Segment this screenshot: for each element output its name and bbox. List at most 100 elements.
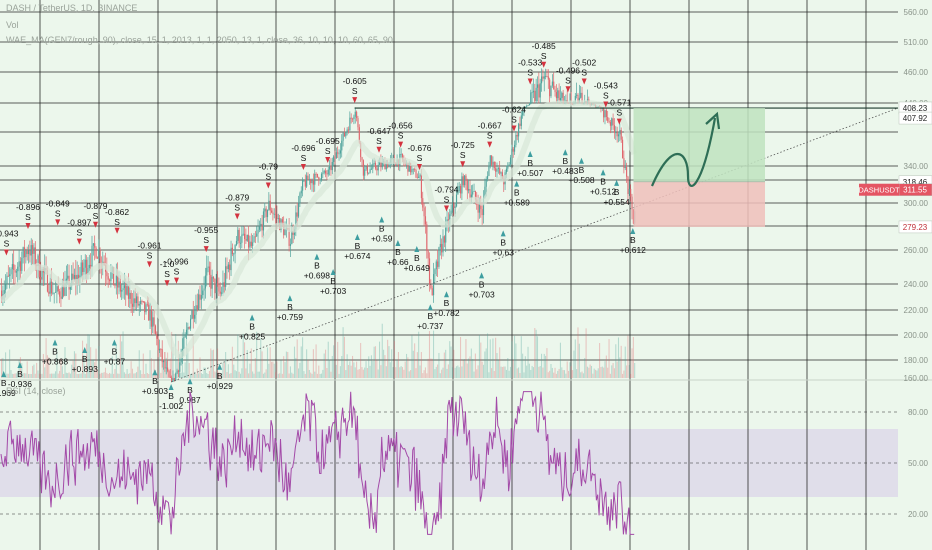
sell-signal-value[interactable]: -0.571 <box>607 98 631 108</box>
buy-signal-value[interactable]: +0.825 <box>239 332 266 342</box>
candle-body <box>37 255 39 266</box>
sell-signal-value[interactable]: -0.647 <box>367 126 391 136</box>
sell-signal-value[interactable]: -0.79 <box>259 162 279 172</box>
buy-signal-value[interactable]: +0.759 <box>277 312 304 322</box>
volume-bar <box>592 373 594 378</box>
sell-signal-value[interactable]: -0.543 <box>594 81 618 91</box>
rsi-indicator-header[interactable]: RSI (14, close) <box>6 386 66 396</box>
buy-signal-value[interactable]: +0.508 <box>568 175 595 185</box>
volume-bar <box>509 366 512 378</box>
volume-bar <box>44 367 46 378</box>
target-zone[interactable] <box>633 108 766 182</box>
volume-bar <box>48 357 50 378</box>
buy-signal-letter: B <box>579 165 585 175</box>
buy-signal-value[interactable]: +0.66 <box>387 257 409 267</box>
volume-bar <box>206 372 208 378</box>
price-scale-label[interactable]: 311.55 <box>898 183 932 196</box>
candle-body <box>316 173 319 178</box>
sell-signal-value[interactable]: -0.794 <box>434 185 458 195</box>
sell-signal-value[interactable]: -0.533 <box>518 58 542 68</box>
sell-signal-value[interactable]: -0.496 <box>556 65 580 75</box>
buy-signal-value[interactable]: +0.674 <box>344 251 371 261</box>
buy-signal-value[interactable]: +0.554 <box>603 197 630 207</box>
sell-signal-value[interactable]: -0.897 <box>67 218 91 228</box>
buy-signal-value[interactable]: +0.59 <box>371 234 393 244</box>
buy-signal-value[interactable]: +0.589 <box>504 198 531 208</box>
volume-bar <box>609 373 611 378</box>
candle-body <box>218 284 220 292</box>
buy-signal-value[interactable]: +0.483 <box>552 166 579 176</box>
buy-signal-value[interactable]: +0.703 <box>320 286 347 296</box>
buy-signal-value[interactable]: +0.703 <box>468 289 495 299</box>
sell-signal-value[interactable]: -0.656 <box>389 121 413 131</box>
candle-body <box>291 230 293 245</box>
price-scale-label[interactable]: 279.23 <box>898 220 932 234</box>
buy-signal-value[interactable]: +0.649 <box>404 263 431 273</box>
sell-signal-value[interactable]: -0.849 <box>46 198 70 208</box>
volume-bar <box>622 373 624 378</box>
sell-signal-value[interactable]: -0.502 <box>572 58 596 68</box>
sell-signal-value[interactable]: -0.696 <box>291 143 315 153</box>
buy-signal-value[interactable]: +0.929 <box>207 381 234 391</box>
candle-body <box>379 161 381 165</box>
sell-signal-value[interactable]: -0.879 <box>225 193 249 203</box>
sell-signal-value[interactable]: -0.676 <box>407 143 431 153</box>
candle-body <box>92 243 94 246</box>
candle-body <box>473 191 475 192</box>
sell-signal-value[interactable]: -0.695 <box>316 136 340 146</box>
candle-body <box>515 134 517 145</box>
price-scale-label[interactable]: 407.92 <box>898 111 932 125</box>
symbol-tag[interactable]: DASHUSDT <box>858 186 900 195</box>
candle-body <box>307 175 309 181</box>
sell-signal-value[interactable]: -0.961 <box>137 240 161 250</box>
candle-body <box>219 291 221 294</box>
buy-signal-value[interactable]: +0.698 <box>304 271 331 281</box>
candle-body <box>94 243 96 248</box>
buy-signal-value[interactable]: +0.782 <box>433 308 460 318</box>
sell-signal-letter: S <box>460 150 466 160</box>
buy-signal-value[interactable]: +0.893 <box>72 364 99 374</box>
sell-signal-value[interactable]: -1.0 <box>160 259 175 269</box>
volume-bar <box>347 364 350 378</box>
candle-body <box>370 168 373 170</box>
sell-signal-value[interactable]: -0.485 <box>532 41 556 51</box>
volume-bar <box>352 355 354 378</box>
sell-signal-value[interactable]: -0.605 <box>343 76 367 86</box>
candle-body <box>46 270 49 292</box>
buy-signal-value[interactable]: +0.868 <box>42 357 69 367</box>
custom-indicator-header[interactable]: WAE_MA(GEN7/rough, 90), close, 15, 1, 20… <box>6 35 393 45</box>
projection-arrow[interactable] <box>650 117 717 187</box>
sell-signal-value[interactable]: -0.667 <box>478 121 502 131</box>
sell-signal-value[interactable]: -0.624 <box>502 104 526 114</box>
sell-signal-value[interactable]: -0.862 <box>105 207 129 217</box>
buy-signal-value[interactable]: +0.903 <box>142 386 169 396</box>
buy-signal-value[interactable]: -0.936 <box>8 379 32 389</box>
sell-signal-value[interactable]: -0.725 <box>451 140 475 150</box>
candle-body <box>161 349 163 363</box>
sell-signal-value[interactable]: -0.943 <box>0 229 19 239</box>
stop-loss-zone[interactable] <box>633 181 766 227</box>
volume-bar <box>17 371 19 378</box>
buy-signal-value[interactable]: -0.969 <box>0 388 16 398</box>
sell-signal-value[interactable]: -0.879 <box>83 201 107 211</box>
buy-signal-value[interactable]: -1.002 <box>159 401 183 411</box>
buy-signal-value[interactable]: +0.612 <box>620 245 647 255</box>
candle-body <box>388 162 390 168</box>
sell-signal-value[interactable]: -0.896 <box>16 202 40 212</box>
sell-signal-value[interactable]: -0.955 <box>194 225 218 235</box>
buy-signal-value[interactable]: +0.737 <box>417 321 444 331</box>
buy-signal-value[interactable]: +0.87 <box>104 357 126 367</box>
volume-indicator-header[interactable]: Vol <box>6 20 19 30</box>
candle-body <box>140 300 142 304</box>
buy-signal-value[interactable]: +0.63 <box>492 247 514 257</box>
volume-bar <box>279 373 281 378</box>
volume-bar <box>266 347 269 378</box>
volume-bar <box>169 358 171 378</box>
buy-signal-value[interactable]: +0.507 <box>517 168 544 178</box>
sell-signal-letter: S <box>114 217 120 227</box>
sell-signal-value[interactable]: -0.996 <box>164 257 188 267</box>
buy-signal-value[interactable]: +0.512 <box>590 186 617 196</box>
symbol-header[interactable]: DASH / TetherUS, 1D, BINANCE <box>6 3 138 13</box>
